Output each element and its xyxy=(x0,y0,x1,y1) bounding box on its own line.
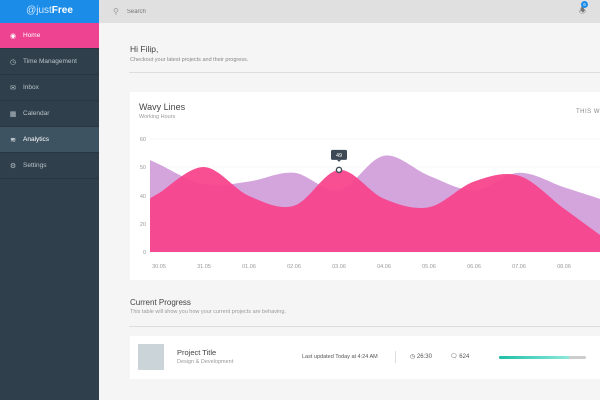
greeting-title: Hi Filip, xyxy=(130,44,159,54)
x-tick-label: 05.06 xyxy=(422,264,436,270)
sidebar-item-analytics[interactable]: ≋ Analytics xyxy=(0,127,99,153)
x-tick-label: 08.06 xyxy=(557,264,571,270)
project-category: Design & Development xyxy=(177,359,234,365)
period-selector[interactable]: THIS W xyxy=(576,109,600,115)
sidebar-item-home[interactable]: ◉ Home xyxy=(0,23,99,49)
project-row[interactable]: Project Title Design & Development Last … xyxy=(130,336,600,379)
x-tick-label: 06.06 xyxy=(467,264,481,270)
x-tick-label: 02.06 xyxy=(287,264,301,270)
x-tick-label: 03.06 xyxy=(332,264,346,270)
y-tick-label: 20 xyxy=(140,222,146,228)
greeting: Hi Filip, Checkout your latest projects … xyxy=(130,44,248,63)
x-tick-label: 07.06 xyxy=(512,264,526,270)
y-tick-label: 0 xyxy=(143,250,146,256)
divider xyxy=(129,326,600,327)
comment-icon: 🗨 xyxy=(450,354,458,360)
calendar-icon: ▦ xyxy=(9,110,17,118)
project-thumbnail xyxy=(138,344,164,370)
tooltip-value: 49 xyxy=(336,153,342,159)
sidebar-item-label: Calendar xyxy=(23,110,50,117)
area-chart: 0 20 40 50 60 30.05 31.05 01.06 02.06 03.06 04.06 0… xyxy=(140,137,600,270)
sidebar-item-calendar[interactable]: ▦ Calendar xyxy=(0,101,99,127)
sidebar-item-settings[interactable]: ⚙ Settings xyxy=(0,153,99,179)
tooltip-arrow xyxy=(337,159,341,162)
greeting-subtitle: Checkout your latest projects and their … xyxy=(130,57,249,63)
project-title: Project Title xyxy=(177,348,217,357)
y-tick-label: 60 xyxy=(140,137,146,143)
chart-subtitle: Working Hours xyxy=(139,114,176,120)
gear-icon: ⚙ xyxy=(9,162,17,170)
divider xyxy=(395,351,396,363)
x-tick-label: 04.06 xyxy=(377,264,391,270)
clock-icon: ◷ xyxy=(9,58,17,66)
y-tick-label: 50 xyxy=(140,165,146,171)
sidebar-item-label: Inbox xyxy=(23,84,39,91)
time-value: 26:30 xyxy=(416,354,432,360)
sidebar-item-inbox[interactable]: ✉ Inbox xyxy=(0,75,99,101)
chart-card: 0 20 40 50 60 30.05 31.05 01.06 02.06 03.06 04.06 0… xyxy=(130,92,600,280)
inbox-icon: ✉ xyxy=(10,84,16,92)
y-tick-label: 40 xyxy=(140,194,146,200)
sidebar-item-label: Analytics xyxy=(23,136,50,143)
section-subtitle: This table will show you how your curren… xyxy=(130,309,286,315)
progress-fill xyxy=(499,356,569,359)
comments-value: 624 xyxy=(459,354,470,360)
divider xyxy=(129,72,600,73)
section-title: Current Progress xyxy=(130,298,191,307)
current-progress-header: Current Progress This table will show yo… xyxy=(130,298,286,315)
comments-stat: 🗨 624 xyxy=(450,353,469,360)
sidebar-item-time-management[interactable]: ◷ Time Management xyxy=(0,49,99,75)
x-tick-label: 31.05 xyxy=(197,264,211,270)
clock-icon: ◷ xyxy=(410,354,416,360)
search-input[interactable] xyxy=(126,8,205,15)
x-tick-label: 01.06 xyxy=(242,264,256,270)
time-stat: ◷ 26:30 xyxy=(410,353,432,360)
series-area-1 xyxy=(150,166,600,252)
chart-title: Wavy Lines xyxy=(139,102,186,112)
analytics-icon: ≋ xyxy=(10,136,16,144)
sidebar-item-label: Home xyxy=(23,32,41,39)
sidebar: @justFree ◉ Home ◷ Time Management ✉ Inbox ▦ Ca… xyxy=(0,0,99,400)
progress-bar xyxy=(499,356,586,359)
last-updated: Last updated Today at 4:24 AM xyxy=(302,354,378,360)
sidebar-item-label: Time Management xyxy=(23,58,77,65)
sidebar-nav: ◉ Home ◷ Time Management ✉ Inbox ▦ Calendar ≋ Ana… xyxy=(0,23,99,179)
data-point-marker[interactable] xyxy=(335,166,343,174)
search-icon: ⚲ xyxy=(113,7,119,16)
sidebar-item-label: Settings xyxy=(23,162,47,169)
bell-icon[interactable]: 🕭 xyxy=(578,6,586,15)
topbar: ⚲ 🕭 6 xyxy=(99,0,600,23)
notification-badge: 6 xyxy=(581,1,588,8)
x-tick-label: 30.05 xyxy=(152,264,166,270)
logo[interactable]: @justFree xyxy=(0,0,99,23)
dashboard-icon: ◉ xyxy=(9,32,17,40)
tooltip xyxy=(331,149,347,160)
